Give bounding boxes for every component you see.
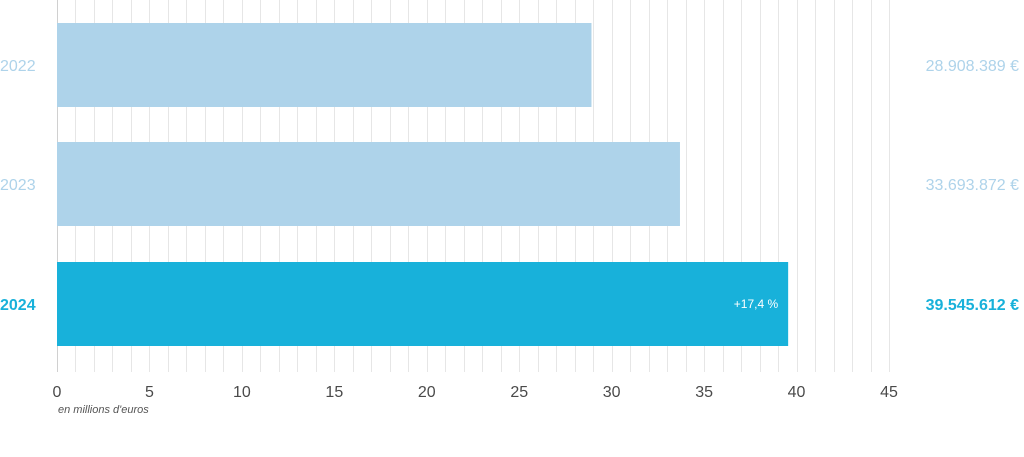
x-tick-label: 35 [695,384,713,401]
x-tick-label: 20 [418,384,436,401]
x-axis-unit-label: en millions d'euros [58,404,149,416]
value-label-2022: 28.908.389 € [926,58,1020,75]
x-axis-tick-labels: 0 5 10 15 20 25 30 35 40 45 [53,384,898,401]
x-tick-label: 0 [53,384,62,401]
value-labels: 28.908.389 € 33.693.872 € 39.545.612 € [926,58,1020,314]
x-tick-label: 30 [603,384,621,401]
x-tick-label: 5 [145,384,154,401]
x-tick-label: 45 [880,384,898,401]
x-tick-label: 15 [325,384,343,401]
x-tick-label: 40 [788,384,806,401]
category-label-2022: 2022 [0,58,36,75]
value-label-2023: 33.693.872 € [926,177,1020,194]
bar-2023 [57,142,680,226]
bar-growth-annotation: +17,4 % [734,297,779,311]
x-tick-label: 10 [233,384,251,401]
bar-2022 [57,23,592,107]
bar-2024 [57,262,789,346]
category-label-2023: 2023 [0,177,36,194]
x-tick-label: 25 [510,384,528,401]
value-label-2024: 39.545.612 € [926,297,1020,314]
chart-bars: +17,4 % [57,23,789,346]
category-labels: 2022 2023 2024 [0,58,36,314]
category-label-2024: 2024 [0,297,36,314]
